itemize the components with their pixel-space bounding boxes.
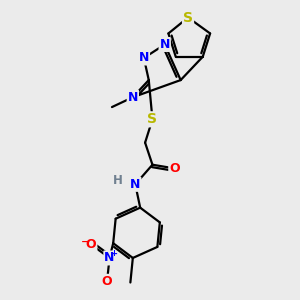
Text: O: O	[102, 275, 112, 288]
Text: N: N	[130, 178, 140, 191]
Text: N: N	[128, 91, 138, 104]
Text: O: O	[86, 238, 96, 251]
Text: N: N	[160, 38, 170, 51]
Text: +: +	[110, 249, 117, 258]
Text: H: H	[113, 174, 123, 187]
Text: −: −	[81, 237, 90, 247]
Text: S: S	[148, 112, 158, 126]
Text: S: S	[183, 11, 193, 25]
Text: O: O	[169, 162, 180, 175]
Text: N: N	[104, 251, 115, 265]
Text: N: N	[139, 52, 149, 64]
